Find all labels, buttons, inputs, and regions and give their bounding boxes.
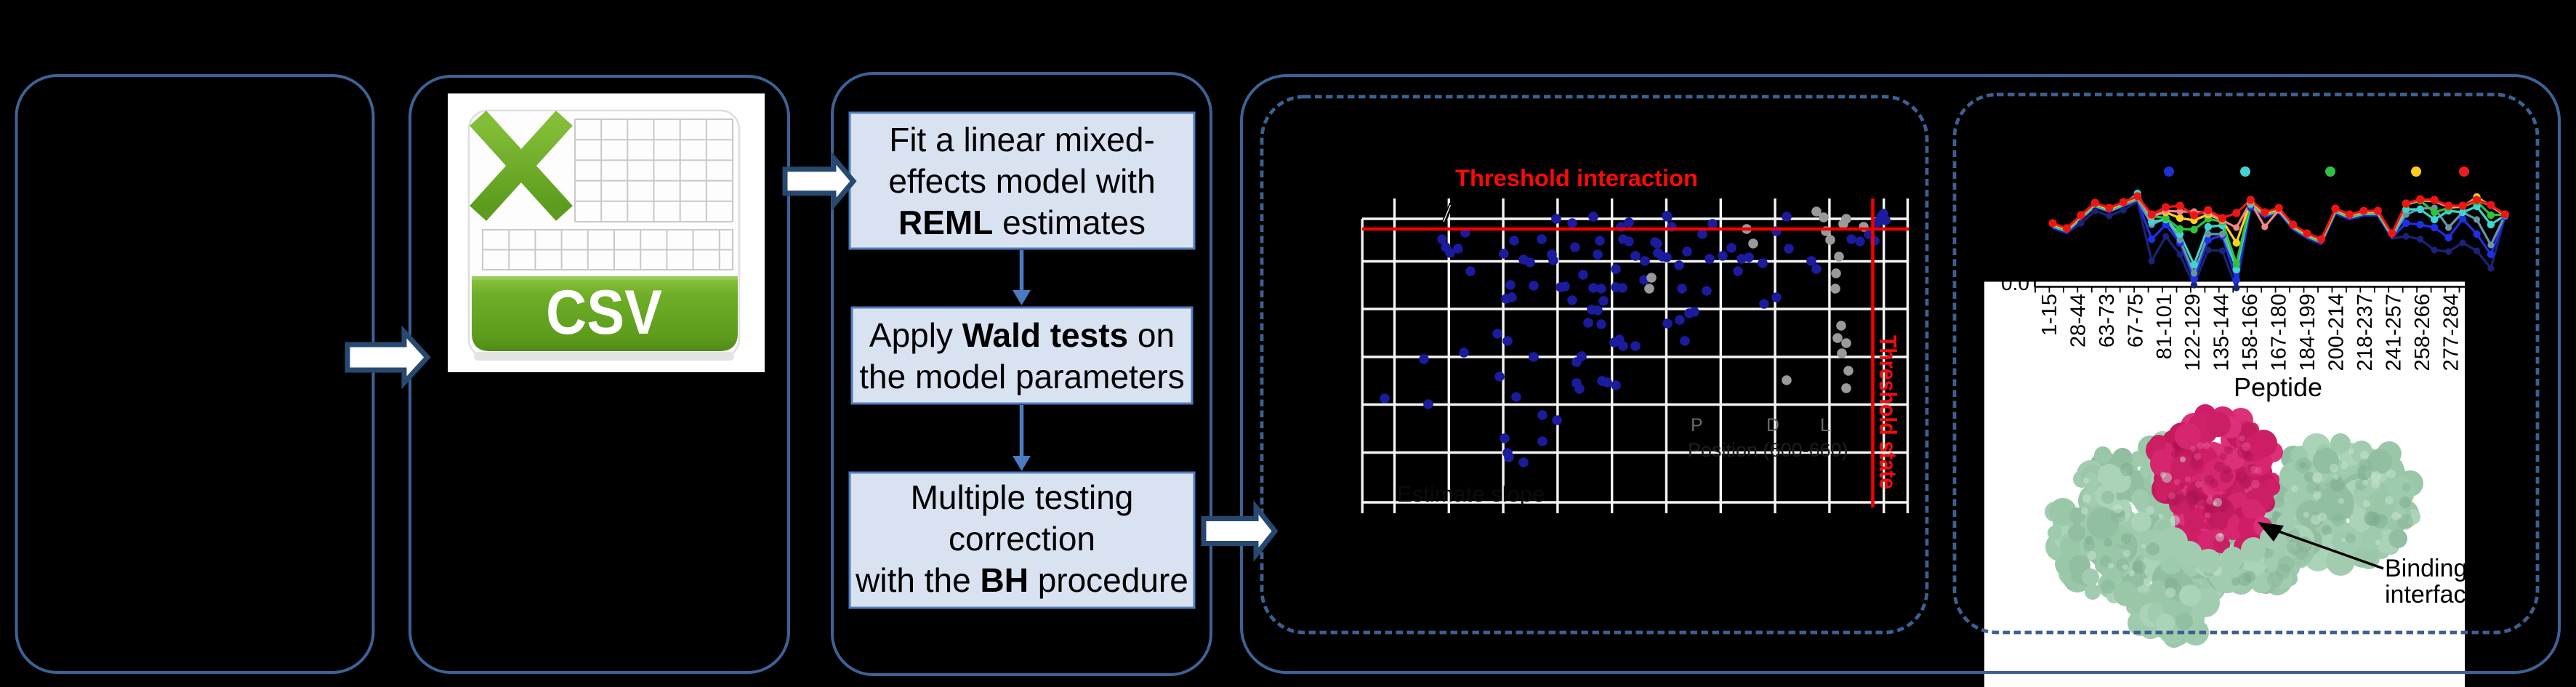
svg-text:218-237: 218-237 xyxy=(2354,294,2377,371)
svg-text:Binding: Binding xyxy=(2385,555,2467,582)
svg-text:Threshold state: Threshold state xyxy=(1875,335,1901,489)
svg-text:Apply Wald tests on: Apply Wald tests on xyxy=(869,316,1175,354)
svg-text:28-44: 28-44 xyxy=(2066,294,2090,347)
svg-text:Peptide: Peptide xyxy=(2234,372,2322,402)
svg-text:158-166: 158-166 xyxy=(2239,294,2262,371)
svg-text:Fit a linear mixed-: Fit a linear mixed- xyxy=(889,121,1155,158)
svg-text:correction: correction xyxy=(949,520,1095,558)
svg-text:135-144: 135-144 xyxy=(2210,294,2234,371)
svg-text:81-101: 81-101 xyxy=(2153,294,2176,359)
svg-text:interface: interface xyxy=(2385,581,2479,608)
svg-text:0.0: 0.0 xyxy=(2001,272,2029,294)
svg-text:Multiple testing: Multiple testing xyxy=(911,478,1134,516)
svg-text:Position (600-660): Position (600-660) xyxy=(1688,439,1848,461)
svg-text:277-284: 277-284 xyxy=(2439,294,2463,371)
svg-text:1-15: 1-15 xyxy=(2038,294,2061,336)
svg-text:Threshold interaction: Threshold interaction xyxy=(1455,165,1698,191)
svg-text:184-199: 184-199 xyxy=(2296,294,2319,371)
svg-text:67-75: 67-75 xyxy=(2124,294,2147,347)
svg-text:effects model with: effects model with xyxy=(888,162,1155,200)
svg-text:167-180: 167-180 xyxy=(2268,294,2291,371)
svg-text:the model parameters: the model parameters xyxy=(859,358,1184,395)
svg-text:258-266: 258-266 xyxy=(2411,294,2434,371)
svg-text:241-257: 241-257 xyxy=(2382,294,2405,371)
svg-text:L: L xyxy=(1820,415,1830,435)
svg-text:REML estimates: REML estimates xyxy=(898,204,1146,241)
svg-text:with the BH procedure: with the BH procedure xyxy=(855,561,1188,599)
svg-text:P: P xyxy=(1691,415,1703,435)
svg-text:CSV: CSV xyxy=(546,278,662,347)
svg-text:D: D xyxy=(1766,415,1779,435)
svg-text:63-73: 63-73 xyxy=(2096,294,2119,347)
svg-text:122-129: 122-129 xyxy=(2181,294,2205,371)
svg-text:Estimate slope: Estimate slope xyxy=(1397,481,1545,507)
svg-text:200-214: 200-214 xyxy=(2325,294,2348,371)
